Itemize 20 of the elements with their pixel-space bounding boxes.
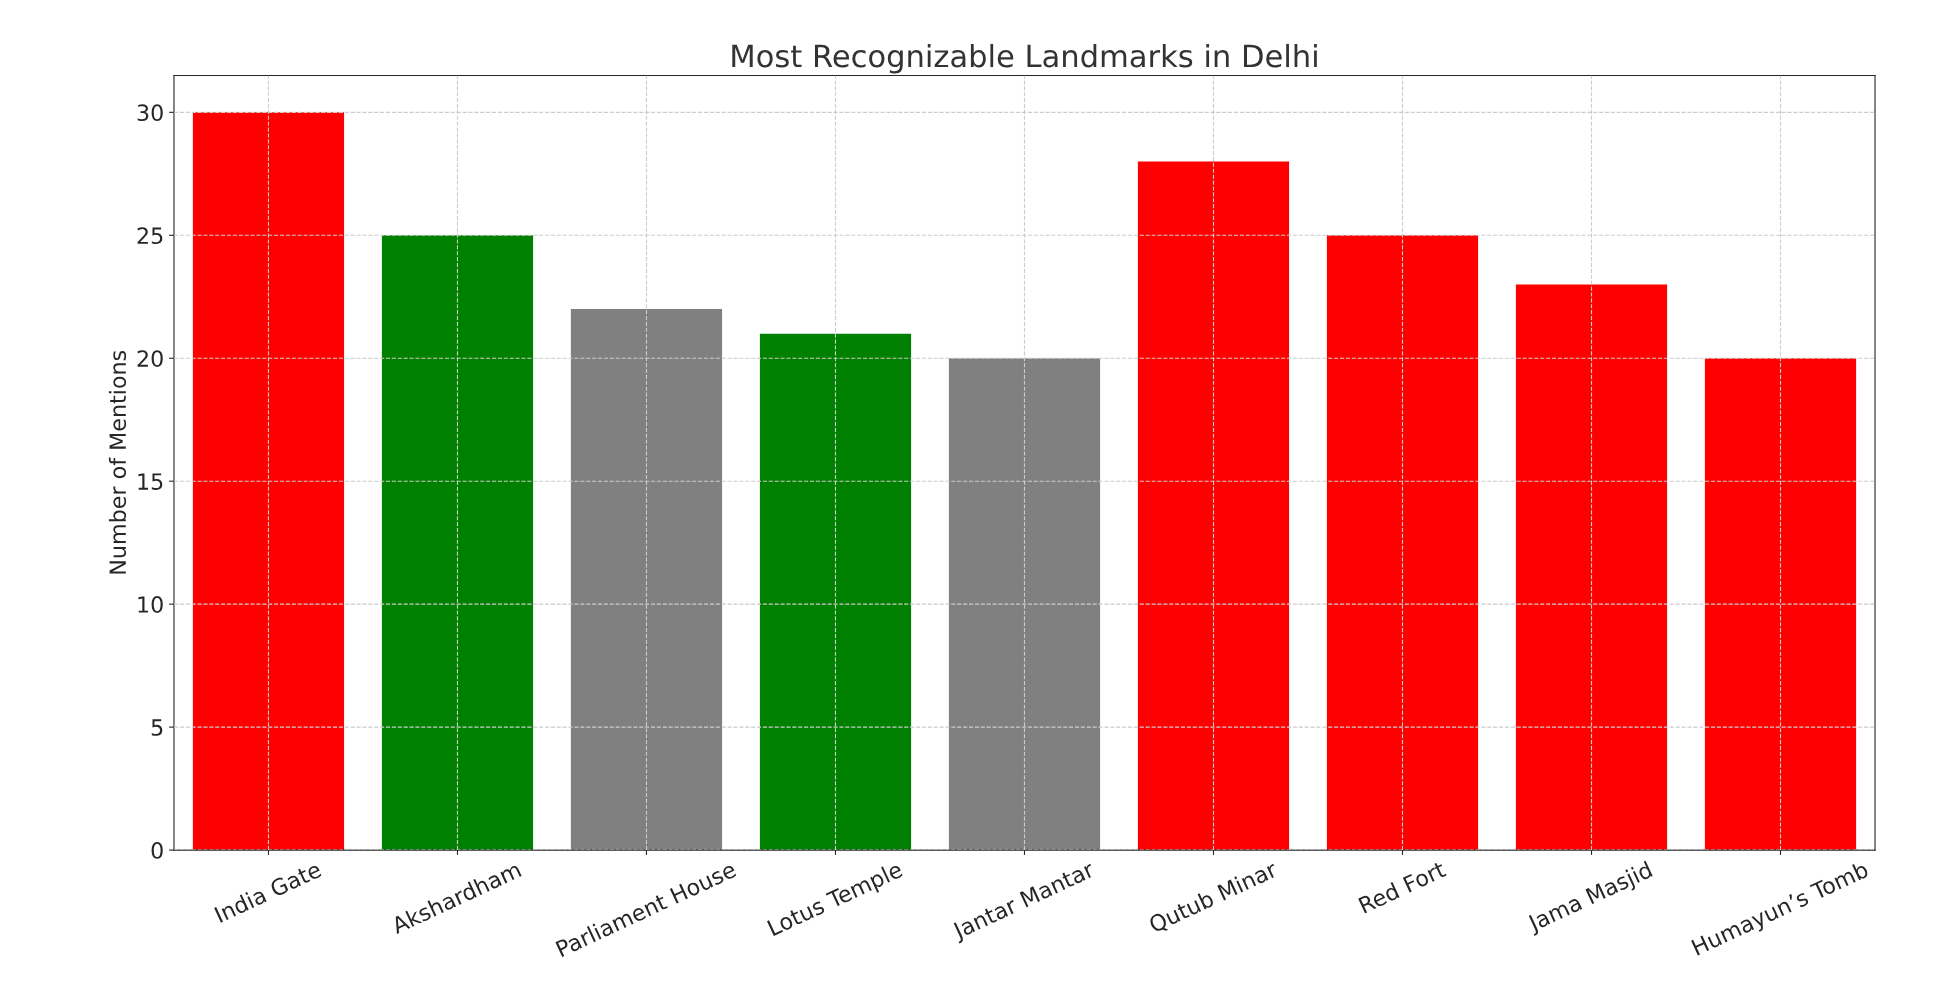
y-tick-label: 0 [151,842,163,859]
y-tick-label: 10 [138,596,163,613]
x-tick-label: Red Fort [1357,860,1447,914]
bar [1704,358,1857,851]
bar [1515,284,1668,851]
y-axis-title: Number of Mentions [108,350,127,574]
y-tick-label: 20 [137,350,163,368]
x-tick-label: India Gate [213,860,323,923]
bar [1326,235,1479,851]
bar [759,333,912,851]
bar [570,309,723,851]
y-tick-label: 25 [137,227,163,245]
bar [381,235,534,851]
bar [192,112,345,851]
y-tick-label: 5 [151,719,163,736]
bar [1137,161,1290,851]
bar [948,358,1101,851]
y-tick-label: 30 [137,104,163,122]
chart-title: Most Recognizable Landmarks in Delhi [732,43,1317,74]
y-tick-label: 15 [138,473,163,490]
